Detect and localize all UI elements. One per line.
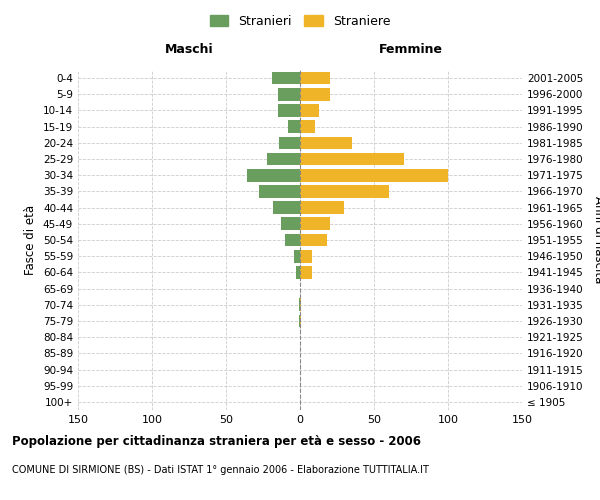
Bar xyxy=(268,152,300,166)
Bar xyxy=(300,266,312,278)
Bar xyxy=(300,234,326,246)
Bar xyxy=(299,298,300,311)
Bar xyxy=(299,314,300,328)
Bar xyxy=(300,88,329,101)
Bar xyxy=(300,169,448,181)
Bar xyxy=(294,250,300,262)
Bar xyxy=(300,152,404,166)
Bar xyxy=(300,202,344,214)
Bar xyxy=(300,136,352,149)
Bar xyxy=(300,72,329,85)
Bar xyxy=(278,104,300,117)
Bar xyxy=(300,314,301,328)
Bar xyxy=(300,218,329,230)
Bar xyxy=(278,88,300,101)
Y-axis label: Anni di nascita: Anni di nascita xyxy=(592,196,600,284)
Bar xyxy=(272,72,300,85)
Bar xyxy=(300,298,301,311)
Bar xyxy=(296,266,300,278)
Bar xyxy=(281,218,300,230)
Bar xyxy=(259,185,300,198)
Text: Popolazione per cittadinanza straniera per età e sesso - 2006: Popolazione per cittadinanza straniera p… xyxy=(12,435,421,448)
Y-axis label: Fasce di età: Fasce di età xyxy=(25,205,37,275)
Bar xyxy=(300,250,312,262)
Bar xyxy=(300,185,389,198)
Bar xyxy=(288,120,300,133)
Bar xyxy=(279,136,300,149)
Bar xyxy=(300,120,315,133)
Bar xyxy=(285,234,300,246)
Bar xyxy=(247,169,300,181)
Legend: Stranieri, Straniere: Stranieri, Straniere xyxy=(206,11,394,32)
Text: COMUNE DI SIRMIONE (BS) - Dati ISTAT 1° gennaio 2006 - Elaborazione TUTTITALIA.I: COMUNE DI SIRMIONE (BS) - Dati ISTAT 1° … xyxy=(12,465,429,475)
Text: Femmine: Femmine xyxy=(379,44,443,57)
Bar xyxy=(300,104,319,117)
Text: Maschi: Maschi xyxy=(164,44,214,57)
Bar xyxy=(274,202,300,214)
